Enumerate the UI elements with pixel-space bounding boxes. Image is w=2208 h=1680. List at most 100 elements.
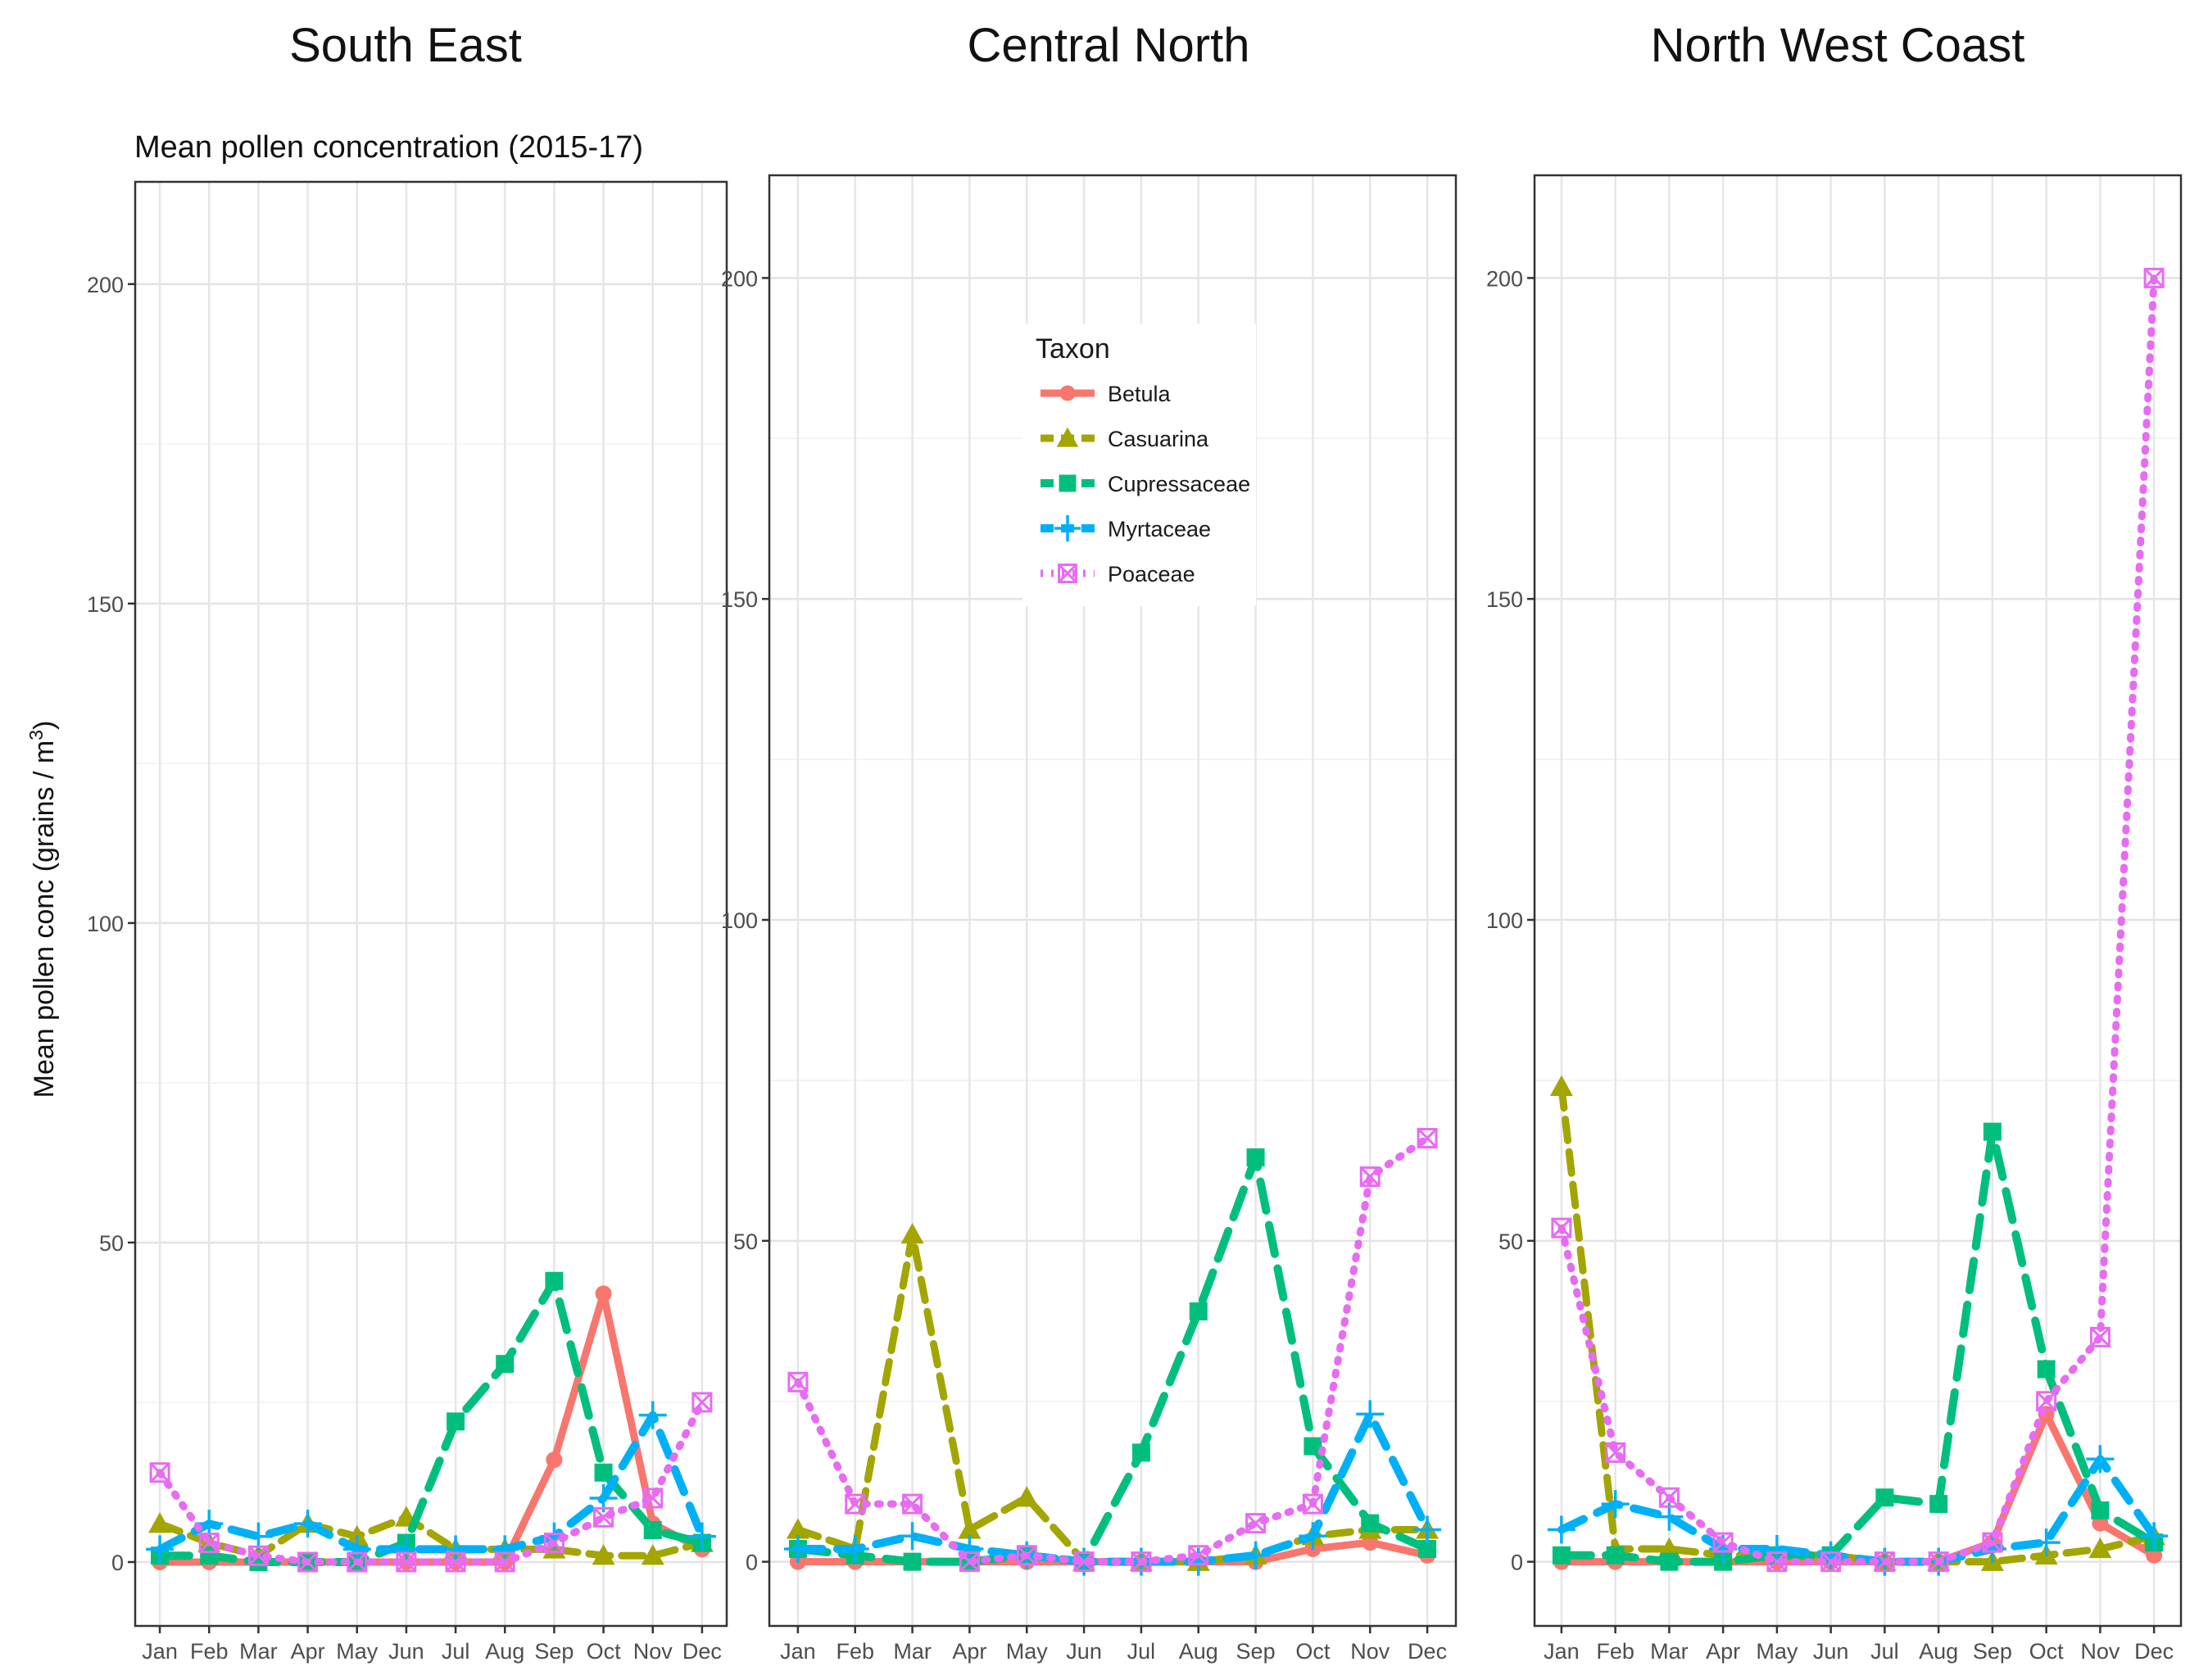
x-tick-label: Aug <box>1179 1639 1218 1664</box>
data-point-poaceae <box>543 1533 564 1554</box>
data-point-poaceae <box>2089 1326 2111 1347</box>
legend-item-casuarina: Casuarina <box>1041 427 1209 451</box>
data-point-casuarina <box>958 1518 982 1539</box>
data-point-poaceae <box>1551 1217 1572 1238</box>
x-tick-label: Jul <box>1870 1639 1899 1664</box>
data-point-cupressaceae <box>1418 1539 1437 1558</box>
data-point-poaceae <box>1766 1551 1788 1573</box>
data-point-poaceae <box>1658 1487 1680 1508</box>
data-point-poaceae <box>2036 1391 2057 1412</box>
data-point-cupressaceae <box>545 1271 564 1290</box>
legend-key-marker <box>1054 514 1081 542</box>
x-tick-label: May <box>336 1639 379 1664</box>
x-tick-label: Dec <box>2134 1639 2174 1664</box>
legend-label: Cupressaceae <box>1108 472 1250 496</box>
data-point-poaceae <box>1188 1545 1209 1566</box>
y-tick-label: 150 <box>1486 587 1523 612</box>
data-point-poaceae <box>347 1551 368 1573</box>
panel-title-north-west-coast: North West Coast <box>1651 19 2025 72</box>
data-point-poaceae <box>787 1371 809 1392</box>
y-tick-label: 200 <box>721 266 758 291</box>
data-point-myrtaceae <box>1762 1534 1791 1563</box>
legend-item-poaceae: Poaceae <box>1041 562 1195 586</box>
data-point-cupressaceae <box>2091 1501 2110 1519</box>
x-tick-label: Feb <box>1596 1639 1634 1664</box>
x-tick-label: Apr <box>952 1639 986 1664</box>
data-point-myrtaceae <box>783 1534 812 1563</box>
data-point-poaceae <box>297 1551 319 1573</box>
data-point-myrtaceae <box>1241 1541 1270 1569</box>
x-tick-label: Feb <box>836 1639 874 1664</box>
y-tick-label: 100 <box>87 912 124 936</box>
figure-subtitle: Mean pollen concentration (2015-17) <box>134 130 643 165</box>
x-tick-label: Jun <box>1066 1639 1102 1664</box>
data-point-cupressaceae <box>1929 1495 1948 1514</box>
x-tick-label: Dec <box>682 1639 722 1664</box>
data-point-poaceae <box>396 1551 417 1573</box>
data-point-cupressaceae <box>2037 1360 2056 1379</box>
x-tick-label: Nov <box>1350 1639 1390 1664</box>
data-point-casuarina <box>786 1518 809 1539</box>
data-point-poaceae <box>593 1506 614 1528</box>
data-point-poaceae <box>1359 1166 1381 1187</box>
y-tick-label: 0 <box>111 1551 124 1575</box>
legend-label: Myrtaceae <box>1108 517 1211 541</box>
data-point-cupressaceae <box>1131 1443 1150 1462</box>
series-line-cupressaceae <box>793 1153 1432 1566</box>
series-poaceae <box>149 1392 713 1573</box>
x-tick-label: May <box>1006 1639 1049 1664</box>
data-point-cupressaceae <box>1303 1437 1322 1456</box>
x-tick-label: Jan <box>1544 1639 1580 1664</box>
x-tick-label: Oct <box>587 1639 622 1664</box>
data-point-cupressaceae <box>1361 1514 1380 1533</box>
legend-key-marker <box>1056 427 1079 447</box>
data-point-poaceae <box>1874 1551 1895 1573</box>
x-tick-label: Mar <box>893 1639 932 1664</box>
data-point-myrtaceae <box>841 1534 869 1563</box>
data-point-poaceae <box>1928 1551 1949 1573</box>
panel-title-central-north: Central North <box>968 19 1250 72</box>
y-tick-label: 200 <box>87 273 124 297</box>
data-point-cupressaceae <box>1660 1552 1679 1571</box>
data-point-cupressaceae <box>903 1552 922 1571</box>
data-point-myrtaceae <box>1299 1522 1327 1551</box>
x-tick-label: Apr <box>1706 1639 1740 1664</box>
x-tick-label: Nov <box>2080 1639 2120 1664</box>
data-point-poaceae <box>1417 1127 1438 1148</box>
legend-label: Casuarina <box>1108 427 1209 451</box>
data-point-poaceae <box>1073 1551 1095 1573</box>
x-tick-label: Feb <box>190 1639 229 1664</box>
x-tick-label: Mar <box>239 1639 278 1664</box>
data-point-myrtaceae <box>2140 1522 2169 1551</box>
y-tick-label: 150 <box>721 587 758 612</box>
data-point-casuarina <box>1015 1486 1039 1507</box>
x-tick-label: Jun <box>1813 1639 1849 1664</box>
data-point-poaceae <box>1605 1442 1626 1463</box>
panel-border <box>134 180 728 1628</box>
plot-background <box>135 182 727 1626</box>
legend-item-cupressaceae: Cupressaceae <box>1041 472 1250 496</box>
data-point-poaceae <box>902 1493 923 1515</box>
data-point-cupressaceae <box>1246 1148 1265 1166</box>
y-tick-label: 50 <box>1498 1229 1523 1254</box>
data-point-myrtaceae <box>146 1535 175 1564</box>
x-tick-label: Mar <box>1650 1639 1689 1664</box>
panel-central-north: 0 50 100 150 200 Jan Feb Mar Apr May Jun Jul Aug Sep O… <box>721 174 1458 1664</box>
x-tick-label: Jul <box>442 1639 470 1664</box>
legend-item-myrtaceae: Myrtaceae <box>1041 514 1211 542</box>
legend-label: Betula <box>1108 382 1172 406</box>
legend: Taxon Betula Casuarina Cupressaceae Myrtacea… <box>1022 324 1256 606</box>
data-point-poaceae <box>691 1392 713 1413</box>
x-tick-label: Oct <box>1295 1639 1331 1664</box>
series-line-myrtaceae <box>156 1411 706 1554</box>
data-point-betula <box>595 1285 612 1302</box>
y-tick-label: 100 <box>1486 908 1523 933</box>
y-tick-label: 200 <box>1486 266 1523 291</box>
x-tick-label: Jun <box>388 1639 424 1664</box>
x-tick-label: Sep <box>534 1639 574 1664</box>
x-tick-label: Apr <box>291 1639 325 1664</box>
x-tick-label: Aug <box>1919 1639 1958 1664</box>
panel-north-west-coast: 0 50 100 150 200 Jan Feb Mar Apr May Jun Jul Aug Sep O… <box>1486 174 2183 1664</box>
data-point-poaceae <box>2143 267 2165 288</box>
